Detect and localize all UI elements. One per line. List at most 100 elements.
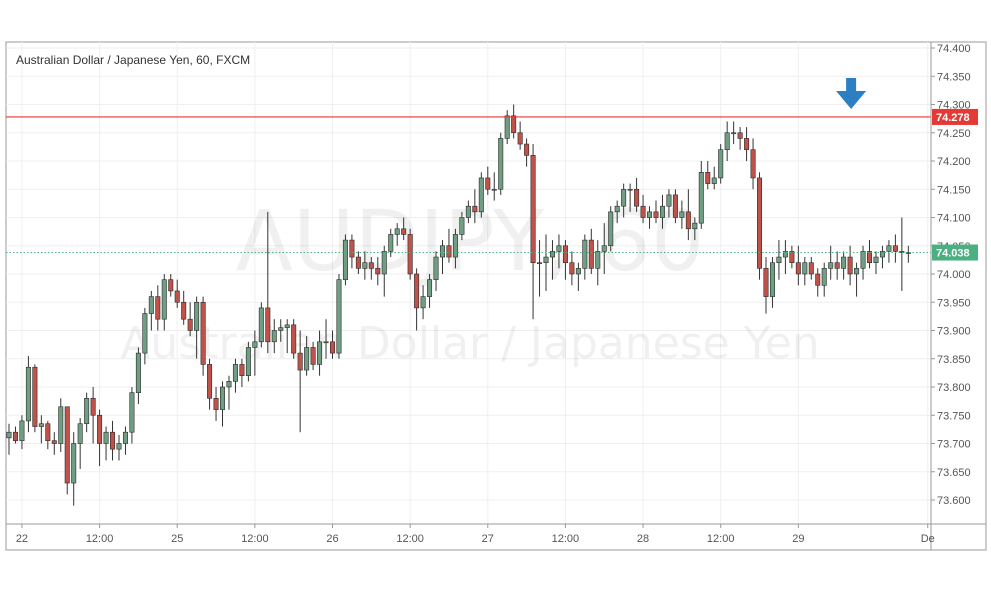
axes bbox=[6, 42, 986, 550]
candle bbox=[679, 200, 685, 229]
candle bbox=[284, 319, 290, 354]
candle-body-up bbox=[388, 234, 394, 252]
x-tick-label: 12:00 bbox=[86, 533, 114, 545]
candle-body-down bbox=[213, 397, 219, 410]
candle-body-down bbox=[562, 245, 568, 264]
candle-body-up bbox=[381, 251, 387, 275]
candle-body-up bbox=[38, 423, 44, 427]
candle-body-up bbox=[135, 352, 141, 393]
candle-body-up bbox=[433, 256, 439, 280]
candle-body-down bbox=[750, 149, 756, 179]
candle-body-up bbox=[342, 239, 348, 280]
candle-body-up bbox=[731, 132, 737, 135]
candle-body-up bbox=[776, 256, 782, 263]
candle-body-up bbox=[142, 313, 148, 354]
candle bbox=[841, 251, 847, 280]
candle-body-down bbox=[757, 177, 763, 269]
candle bbox=[446, 228, 452, 263]
candle-body-up bbox=[575, 268, 581, 275]
candle bbox=[634, 177, 640, 212]
candle bbox=[323, 319, 329, 359]
candle-body-down bbox=[763, 268, 769, 297]
candle-body-up bbox=[828, 262, 834, 269]
candle bbox=[537, 240, 543, 297]
candle-body-up bbox=[304, 347, 310, 371]
candle-body-up bbox=[537, 262, 543, 265]
candle-body-up bbox=[821, 268, 827, 286]
candle-body-down bbox=[155, 296, 161, 320]
candle bbox=[666, 189, 672, 218]
candle bbox=[32, 364, 38, 433]
candle bbox=[595, 240, 601, 286]
candle bbox=[6, 423, 12, 455]
candle-body-down bbox=[795, 262, 801, 275]
candle-body-down bbox=[291, 324, 297, 354]
y-tick-label: 74.350 bbox=[937, 71, 971, 83]
candle bbox=[58, 398, 64, 452]
candle-body-up bbox=[394, 228, 400, 235]
candle-body-up bbox=[71, 443, 77, 484]
last-price-badge: 74.038 bbox=[932, 244, 978, 261]
candle bbox=[659, 194, 665, 229]
candle bbox=[815, 268, 821, 297]
candle-body-up bbox=[161, 279, 167, 320]
candle bbox=[757, 172, 763, 280]
candle-body-up bbox=[608, 211, 614, 247]
candle bbox=[329, 330, 335, 359]
candle-body-up bbox=[504, 115, 510, 139]
candle-body-down bbox=[110, 431, 116, 450]
candle bbox=[763, 257, 769, 314]
y-tick-label: 74.100 bbox=[937, 213, 971, 225]
candle-body-down bbox=[485, 177, 491, 190]
candle bbox=[25, 355, 31, 433]
candle bbox=[64, 406, 70, 495]
candle-body-down bbox=[640, 205, 646, 218]
candle-body-down bbox=[634, 188, 640, 207]
candle-body-up bbox=[549, 251, 555, 258]
annotation-layer bbox=[836, 78, 867, 109]
candle-body-down bbox=[45, 423, 51, 441]
candle bbox=[51, 432, 57, 455]
y-tick-label: 73.950 bbox=[937, 297, 971, 309]
candle bbox=[310, 341, 316, 371]
y-tick-label: 74.250 bbox=[937, 128, 971, 140]
candle-body-down bbox=[64, 406, 70, 484]
candle-body-down bbox=[789, 251, 795, 263]
y-axis-labels: 74.400 74.350 74.300 74.250 74.200 74.150 74.1… bbox=[931, 43, 971, 507]
candle bbox=[148, 290, 154, 331]
candle-body-down bbox=[737, 132, 743, 139]
candle bbox=[640, 194, 646, 224]
candle-body-down bbox=[310, 347, 316, 365]
candle-body-up bbox=[886, 245, 892, 252]
candle-body-up bbox=[679, 211, 685, 218]
candle bbox=[672, 189, 678, 224]
candle bbox=[485, 166, 491, 195]
candle-body-up bbox=[84, 397, 90, 425]
candle-body-down bbox=[90, 397, 96, 416]
candle bbox=[19, 415, 25, 450]
candle bbox=[886, 240, 892, 263]
chart-title: Australian Dollar / Japanese Yen, 60, FX… bbox=[16, 53, 250, 67]
candle-body-down bbox=[174, 290, 180, 303]
candle bbox=[776, 240, 782, 280]
candle bbox=[38, 415, 44, 444]
candle-body-down bbox=[472, 205, 478, 213]
candle-body-up bbox=[595, 251, 601, 269]
candle-body-down bbox=[32, 366, 38, 427]
candle bbox=[439, 240, 445, 274]
candle-body-up bbox=[420, 296, 426, 309]
x-tick-label: 28 bbox=[637, 533, 649, 545]
candle bbox=[394, 223, 400, 246]
candle-body-up bbox=[491, 188, 497, 191]
candle bbox=[427, 274, 433, 308]
candle-body-down bbox=[511, 115, 517, 134]
candle bbox=[12, 426, 18, 444]
candle bbox=[621, 183, 627, 218]
candle-body-up bbox=[692, 222, 698, 230]
candle-body-up bbox=[724, 132, 730, 151]
chart-frame bbox=[5, 41, 987, 551]
candle-body-down bbox=[12, 431, 18, 441]
candle-body-down bbox=[414, 273, 420, 309]
candle bbox=[388, 228, 394, 258]
candle bbox=[232, 358, 238, 393]
